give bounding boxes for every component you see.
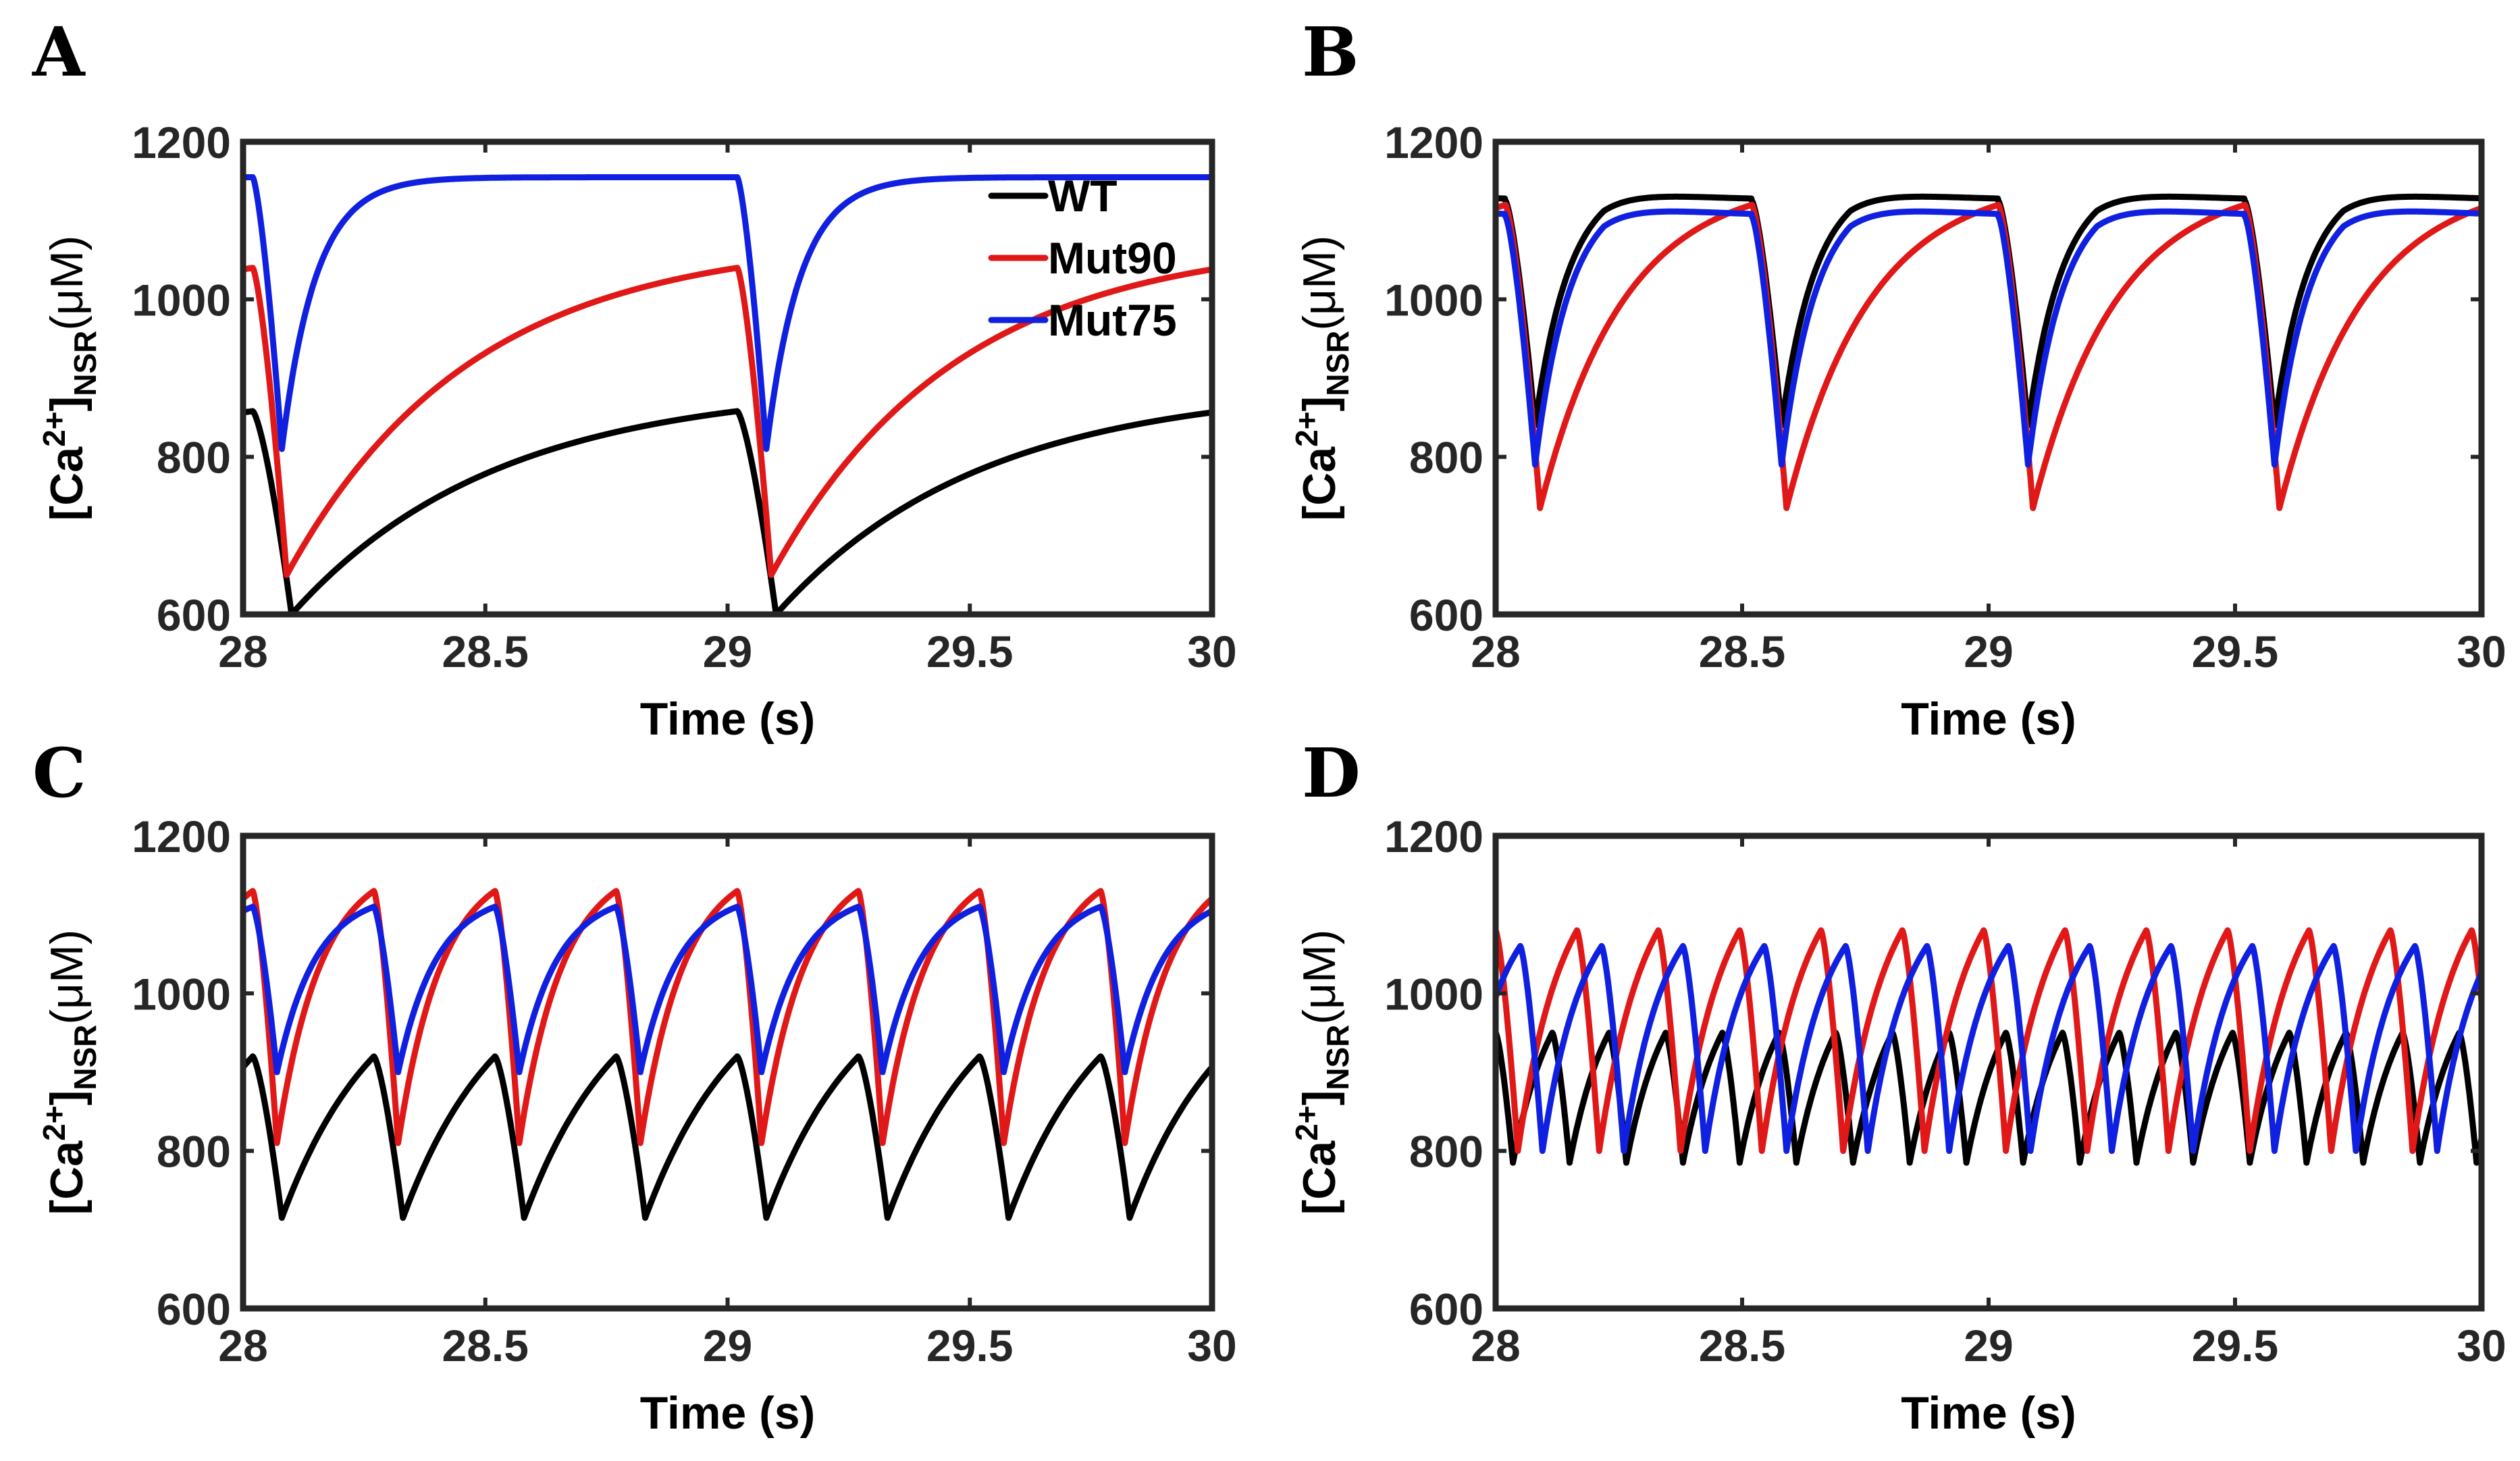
y-tick-label: 600	[157, 1284, 231, 1334]
y-label-subscript: NSR	[68, 1025, 103, 1090]
series-group	[243, 888, 1212, 1221]
series-line-WT	[1496, 1030, 2482, 1166]
x-tick-label: 29	[1964, 1321, 2013, 1371]
series-line-Mut90	[1496, 927, 2482, 1154]
y-label-part: ]	[1294, 1090, 1345, 1106]
x-tick-label: 30	[1187, 1321, 1236, 1371]
panel-letter-B: B	[1302, 12, 1359, 92]
x-tick-label: 28.5	[442, 627, 529, 676]
y-label-part: [Ca	[1294, 1140, 1345, 1215]
y-label-unit: (μM)	[1294, 236, 1345, 331]
x-tick-label: 30	[2457, 1321, 2506, 1371]
x-tick-label: 28	[1471, 627, 1520, 676]
x-axis-label: Time (s)	[1901, 1387, 2076, 1439]
x-axis-label: Time (s)	[640, 693, 815, 745]
y-label-superscript: 2+	[36, 1105, 72, 1140]
series-group	[243, 174, 1212, 614]
y-label-part: [Ca	[1294, 446, 1345, 521]
series-group	[1496, 927, 2482, 1166]
y-tick-label: 600	[1409, 590, 1484, 640]
series-line-Mut75	[243, 903, 1212, 1075]
y-label-part: [Ca	[41, 1140, 93, 1215]
y-label-subscript: NSR	[1320, 331, 1355, 396]
x-tick-label: 28.5	[1699, 627, 1785, 676]
y-tick-label: 1000	[132, 275, 231, 325]
x-axis-label: Time (s)	[1901, 693, 2076, 745]
panel-letter-C: C	[32, 733, 86, 813]
y-axis-label: [Ca2+]NSR(μM)	[36, 930, 103, 1215]
x-tick-label: 30	[1187, 627, 1236, 676]
y-tick-label: 1000	[1384, 969, 1484, 1019]
y-axis-label: [Ca2+]NSR(μM)	[1289, 236, 1355, 521]
y-label-unit: (μM)	[41, 930, 93, 1025]
y-tick-label: 1000	[1384, 275, 1484, 325]
x-tick-label: 29.5	[926, 627, 1013, 676]
y-label-unit: (μM)	[1294, 930, 1345, 1025]
y-tick-label: 1200	[1384, 117, 1484, 167]
legend-label-WT: WT	[1048, 171, 1118, 221]
series-line-Mut90	[1496, 201, 2482, 511]
x-axis-label: Time (s)	[640, 1387, 815, 1439]
x-tick-label: 28.5	[1699, 1321, 1785, 1371]
legend-label-Mut90: Mut90	[1048, 233, 1177, 283]
panel-C: 28 28.5 29 29.5 30 600 800 1000 1200 Time (s) [Ca2…	[36, 812, 1237, 1439]
series-group	[1496, 193, 2482, 511]
x-tick-label: 29	[1964, 627, 2013, 676]
y-tick-label: 600	[157, 590, 231, 640]
y-label-subscript: NSR	[1320, 1025, 1355, 1090]
x-tick-label: 29.5	[926, 1321, 1013, 1371]
x-tick-label: 29.5	[2192, 627, 2278, 676]
x-tick-label: 29	[703, 1321, 752, 1371]
x-tick-label: 28	[218, 1321, 267, 1371]
x-tick-label: 30	[2457, 627, 2506, 676]
legend-label-Mut75: Mut75	[1048, 295, 1177, 345]
y-label-subscript: NSR	[68, 331, 103, 396]
y-tick-label: 1200	[132, 117, 231, 167]
panel-A: 28 28.5 29 29.5 30 600 800 1000 1200 Time (s) [Ca2…	[36, 117, 1237, 745]
y-label-part: ]	[41, 1090, 93, 1106]
y-axis-label: [Ca2+]NSR(μM)	[36, 236, 103, 521]
series-line-WT	[1496, 193, 2482, 429]
y-axis-label: [Ca2+]NSR(μM)	[1289, 930, 1355, 1215]
series-line-WT	[243, 408, 1212, 614]
x-tick-label: 28.5	[442, 1321, 529, 1371]
y-label-superscript: 2+	[1289, 411, 1324, 446]
y-tick-label: 1000	[132, 969, 231, 1019]
y-label-unit: (μM)	[41, 236, 93, 331]
panel-letter-D: D	[1302, 733, 1361, 813]
y-label-part: ]	[1294, 396, 1345, 412]
series-line-Mut90	[243, 888, 1212, 1146]
y-label-part: [Ca	[41, 446, 93, 521]
series-line-WT	[243, 1053, 1212, 1221]
y-tick-label: 800	[1409, 433, 1484, 483]
panel-D: 28 28.5 29 29.5 30 600 800 1000 1200 Time (s) [Ca2…	[1289, 812, 2506, 1439]
y-label-superscript: 2+	[1289, 1105, 1324, 1140]
x-tick-label: 29	[703, 627, 752, 676]
series-line-Mut90	[243, 265, 1212, 579]
x-tick-label: 28	[1471, 1321, 1520, 1371]
y-tick-label: 800	[1409, 1127, 1484, 1177]
y-tick-label: 800	[157, 1127, 231, 1177]
x-tick-label: 28	[218, 627, 267, 676]
legend: WT Mut90 Mut75	[988, 171, 1177, 345]
panel-B: 28 28.5 29 29.5 30 600 800 1000 1200 Time (s) [Ca2…	[1289, 117, 2506, 745]
y-tick-label: 800	[157, 433, 231, 483]
panel-letter-A: A	[32, 12, 86, 92]
y-label-superscript: 2+	[36, 411, 72, 446]
y-tick-label: 1200	[1384, 812, 1484, 861]
y-tick-label: 1200	[132, 812, 231, 861]
series-line-Mut75	[243, 174, 1212, 452]
series-line-Mut75	[1496, 208, 2482, 468]
series-line-Mut75	[1496, 942, 2482, 1154]
y-tick-label: 600	[1409, 1284, 1484, 1334]
x-tick-label: 29.5	[2192, 1321, 2278, 1371]
y-label-part: ]	[41, 396, 93, 412]
